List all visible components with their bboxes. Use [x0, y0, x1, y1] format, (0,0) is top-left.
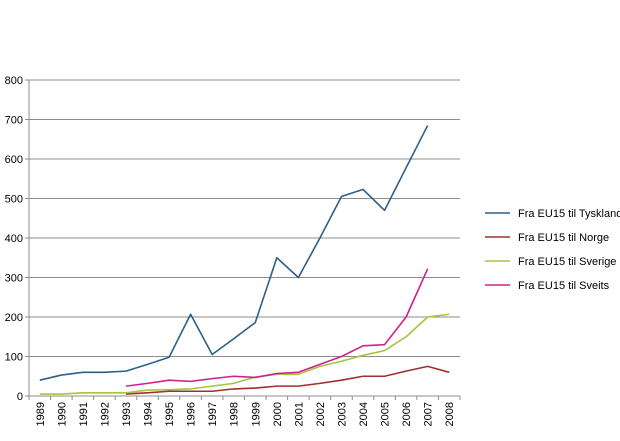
x-tick-label: 2002	[315, 402, 327, 426]
y-tick-label: 500	[5, 194, 23, 206]
y-tick-label: 0	[17, 391, 23, 403]
x-tick-label: 1995	[164, 402, 176, 426]
x-tick-label: 1992	[99, 402, 111, 426]
x-tick-label: 1989	[35, 402, 47, 426]
series-line-2	[39, 313, 450, 395]
y-tick-label: 600	[5, 154, 23, 166]
x-tick-label: 1997	[207, 402, 219, 426]
series-lines	[39, 125, 450, 395]
x-tick-label: 1994	[143, 402, 155, 426]
legend: Fra EU15 til Tyskland Fra EU15 til Norge F…	[485, 208, 620, 292]
y-tick-label: 700	[5, 115, 23, 127]
x-tick-label: 2003	[336, 402, 348, 426]
x-tick-label: 2008	[444, 402, 456, 426]
legend-label: Fra EU15 til Norge	[518, 232, 609, 244]
y-axis-ticks: 0 100 200 300 400 500 600 700 800	[5, 75, 29, 403]
x-tick-label: 1998	[229, 402, 241, 426]
y-tick-label: 200	[5, 312, 23, 324]
x-tick-label: 1993	[121, 402, 133, 426]
x-axis-ticks: 1989 1990 1991 1992 1993 1994 1995 1996 1997 1998…	[28, 396, 461, 426]
x-tick-label: 2007	[423, 402, 435, 426]
x-tick-label: 2001	[293, 402, 305, 426]
legend-label: Fra EU15 til Sverige	[518, 256, 616, 268]
series-line-1	[125, 365, 450, 395]
x-tick-label: 2000	[272, 402, 284, 426]
series-line-3	[125, 268, 429, 387]
x-tick-label: 2005	[380, 402, 392, 426]
y-tick-label: 300	[5, 273, 23, 285]
x-tick-label: 2004	[358, 402, 370, 426]
y-tick-label: 800	[5, 75, 23, 87]
x-tick-label: 1990	[56, 402, 68, 426]
series-line-0	[39, 125, 429, 381]
x-tick-label: 1999	[250, 402, 262, 426]
y-tick-label: 400	[5, 233, 23, 245]
x-tick-label: 2006	[401, 402, 413, 426]
legend-label: Fra EU15 til Tyskland	[518, 208, 620, 220]
x-tick-label: 1991	[78, 402, 90, 426]
legend-label: Fra EU15 til Sveits	[518, 280, 610, 292]
x-tick-label: 1996	[186, 402, 198, 426]
y-tick-label: 100	[5, 352, 23, 364]
grid-lines	[29, 79, 460, 357]
